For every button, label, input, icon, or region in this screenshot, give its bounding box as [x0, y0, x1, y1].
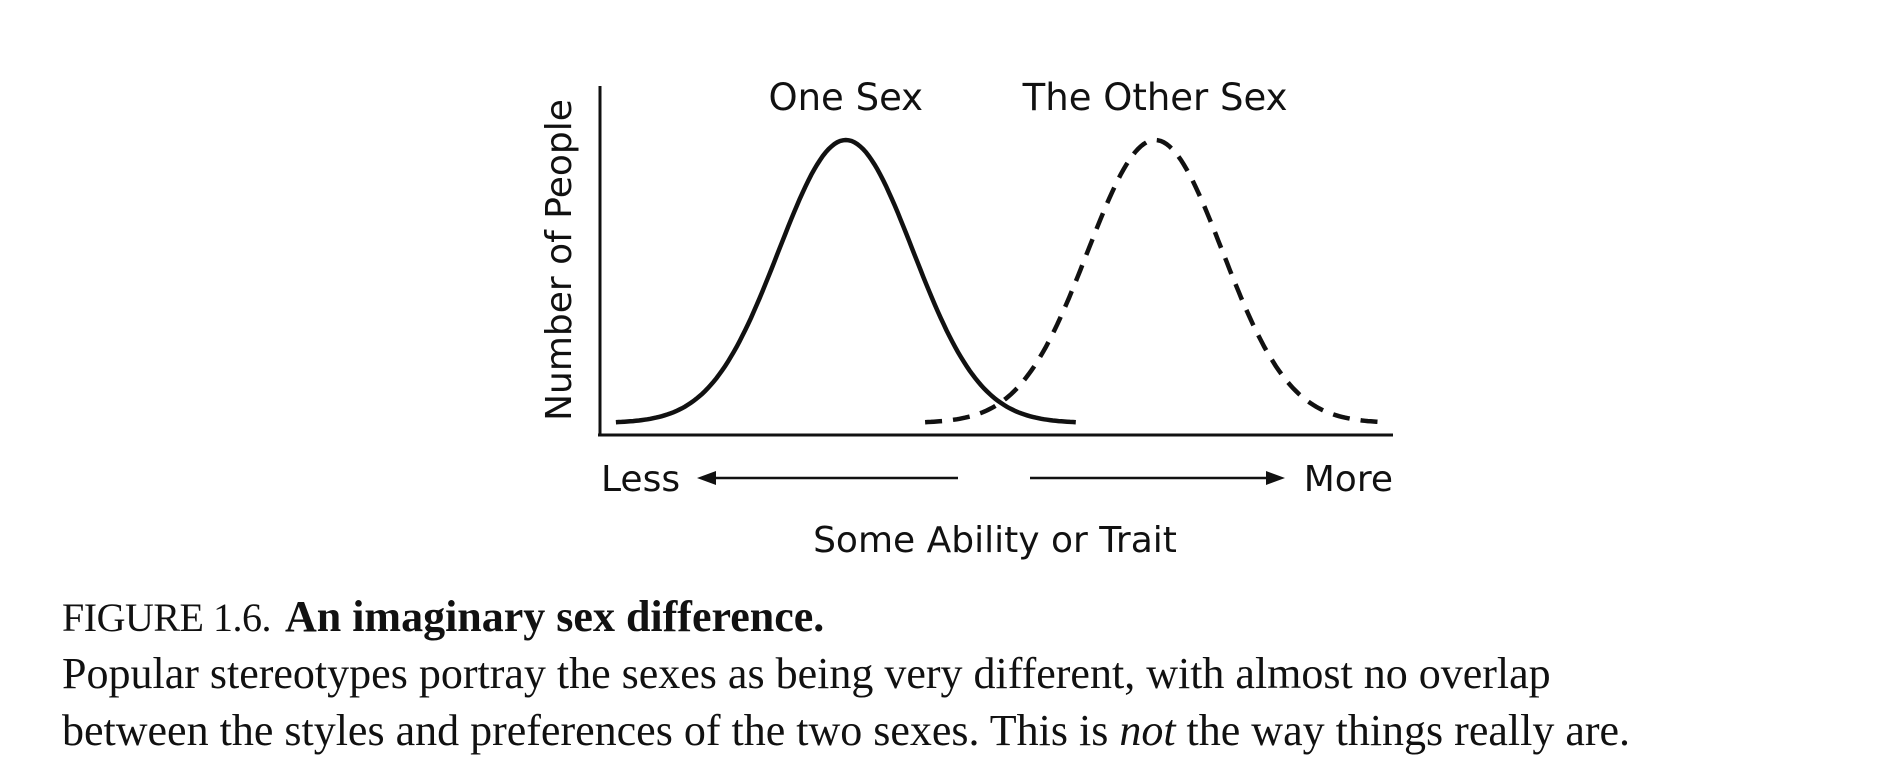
series-curve-one-sex	[615, 137, 1076, 425]
series-curve-other-sex	[924, 137, 1386, 425]
figure-number: FIGURE 1.6.	[62, 595, 271, 640]
more-arrow-head	[1266, 471, 1285, 485]
x-axis-label: Some Ability or Trait	[813, 520, 1177, 561]
x-less-label: Less	[601, 459, 680, 500]
figure-title: An imaginary sex difference.	[284, 592, 825, 641]
caption-body-line-1: Popular stereotypes portray the sexes as…	[62, 649, 1551, 698]
caption-body-line-2: between the styles and preferences of th…	[62, 702, 1862, 759]
x-more-label: More	[1304, 459, 1393, 500]
caption-emphasis: not	[1119, 706, 1176, 755]
series-label-other-sex: The Other Sex	[1022, 76, 1288, 119]
caption-heading: FIGURE 1.6. An imaginary sex difference.	[62, 590, 1862, 645]
chart: One Sex The Other Sex Number of People L…	[539, 76, 1393, 561]
caption-body-text-end: the way things really are.	[1175, 706, 1631, 755]
less-arrow-head	[697, 471, 716, 485]
y-axis-label: Number of People	[539, 99, 580, 421]
figure-caption: FIGURE 1.6. An imaginary sex difference. …	[62, 590, 1862, 759]
caption-body-text: between the styles and preferences of th…	[62, 706, 1120, 755]
series-label-one-sex: One Sex	[768, 76, 923, 119]
